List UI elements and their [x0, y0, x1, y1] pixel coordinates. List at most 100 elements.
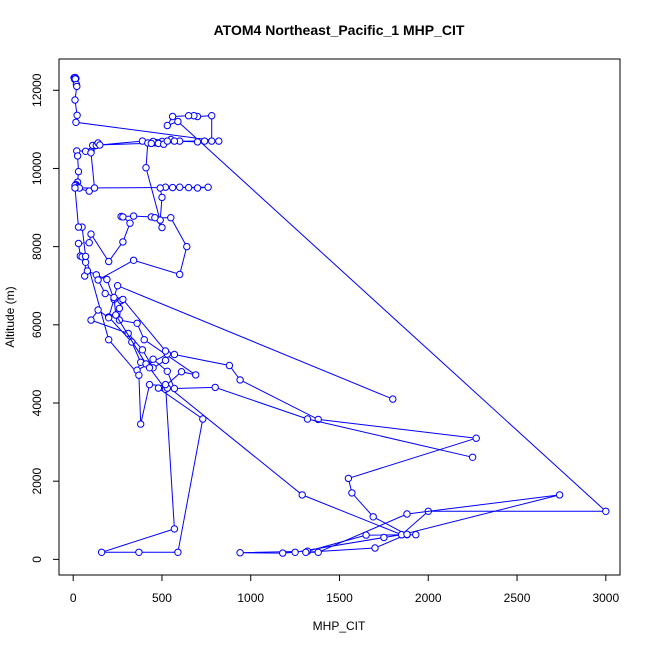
data-point [101, 289, 109, 298]
data-point [344, 474, 353, 483]
data-point [94, 276, 102, 284]
data-point [371, 544, 379, 552]
y-tick-label: 2000 [30, 468, 44, 495]
data-point [158, 193, 166, 202]
data-point [90, 184, 99, 192]
data-point [279, 549, 287, 557]
data-point [151, 214, 159, 222]
data-point [200, 137, 209, 145]
data-point [303, 415, 312, 423]
data-point [97, 548, 106, 556]
data-series [97, 282, 564, 556]
data-point [81, 252, 90, 261]
data-point [105, 257, 113, 266]
data-point [126, 219, 134, 227]
data-point [71, 96, 79, 104]
data-point [74, 239, 83, 248]
data-point [87, 149, 95, 157]
data-point [163, 137, 172, 145]
data-point [211, 383, 219, 392]
data-series [70, 73, 610, 557]
x-tick-label: 1500 [326, 591, 353, 605]
data-point [184, 183, 193, 192]
data-point [208, 137, 216, 145]
data-point [215, 137, 223, 145]
data-point [113, 282, 122, 290]
data-point [158, 223, 166, 232]
data-point [208, 112, 216, 120]
data-point [403, 530, 411, 538]
data-point [112, 311, 120, 319]
data-point [161, 356, 170, 365]
data-point [412, 531, 420, 539]
data-point [129, 212, 138, 220]
data-point [71, 184, 79, 192]
data-point [236, 549, 244, 557]
data-point [472, 434, 480, 442]
data-point [170, 384, 179, 393]
series-line [152, 358, 473, 458]
data-point [193, 184, 202, 192]
data-point [145, 364, 154, 372]
data-point [468, 453, 477, 461]
data-point [154, 384, 163, 392]
data-point [174, 548, 182, 556]
data-point [72, 118, 80, 127]
y-tick-label: 6000 [30, 311, 44, 338]
x-tick-label: 500 [152, 591, 172, 605]
data-point [147, 139, 156, 148]
data-point [119, 213, 127, 221]
data-point [291, 548, 299, 556]
data-point [149, 355, 157, 363]
data-point [115, 304, 124, 313]
data-point [156, 184, 164, 192]
data-point [73, 82, 81, 91]
chart-title: ATOM4 Northeast_Pacific_1 MHP_CIT [214, 22, 465, 38]
data-point [170, 350, 179, 359]
data-point [555, 491, 564, 499]
x-tick-label: 3000 [592, 591, 619, 605]
data-point [298, 491, 306, 499]
data-point [119, 238, 127, 246]
y-tick-label: 0 [30, 556, 44, 563]
data-point [176, 270, 184, 279]
x-tick-label: 2000 [415, 591, 442, 605]
x-tick-label: 2500 [504, 591, 531, 605]
x-tick-label: 0 [70, 591, 77, 605]
data-point [236, 376, 244, 384]
data-point [170, 137, 179, 145]
data-point [87, 230, 95, 238]
data-point [105, 336, 113, 344]
data-point [176, 183, 184, 191]
data-point [348, 489, 356, 497]
data-point [225, 361, 234, 370]
data-point [73, 111, 81, 120]
data-point [369, 513, 377, 521]
data-point [177, 368, 186, 376]
data-point [161, 347, 170, 355]
data-point [73, 152, 82, 160]
data-point [94, 306, 102, 314]
series-layer [70, 73, 610, 557]
y-tick-label: 4000 [30, 389, 44, 416]
data-point [163, 367, 172, 375]
data-point [133, 319, 141, 327]
data-point [192, 371, 200, 379]
data-point [96, 141, 104, 149]
y-tick-label: 10000 [30, 151, 44, 185]
x-tick-label: 1000 [237, 591, 264, 605]
data-point [302, 548, 310, 556]
data-point [85, 239, 93, 247]
data-point [602, 507, 610, 515]
series-line [73, 76, 608, 554]
data-point [135, 548, 143, 556]
data-point [204, 183, 212, 191]
y-tick-label: 12000 [30, 73, 44, 107]
data-point [167, 214, 175, 222]
y-axis: 0 2000 4000 6000 8000 10000 12000 [30, 73, 60, 563]
data-point [170, 525, 179, 533]
data-point [174, 117, 182, 126]
data-point [380, 533, 388, 542]
data-point [137, 420, 145, 428]
